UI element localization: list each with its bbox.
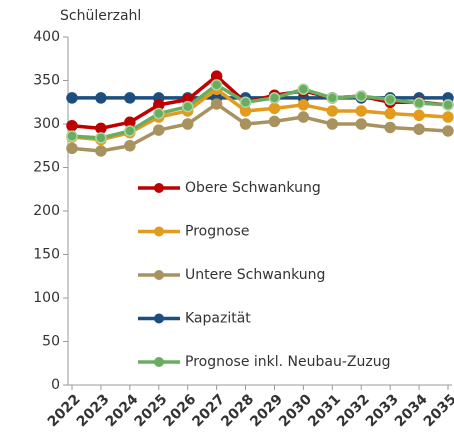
data-point (413, 97, 425, 109)
legend-label: Untere Schwankung (185, 267, 325, 283)
data-point (181, 100, 194, 113)
data-point (384, 107, 396, 120)
y-tick-label: 350 (33, 73, 60, 89)
data-point (153, 124, 165, 136)
legend-label: Obere Schwankung (185, 180, 321, 196)
y-tick-label: 50 (42, 334, 60, 350)
y-tick-label: 250 (33, 160, 60, 176)
data-point (268, 115, 281, 128)
data-point (268, 102, 281, 115)
y-axis-label: Schülerzahl (60, 8, 141, 24)
y-tick-label: 200 (33, 203, 60, 219)
data-point (95, 145, 107, 157)
data-point (124, 125, 136, 137)
data-point (326, 118, 339, 130)
data-point (124, 140, 136, 152)
data-point (66, 119, 78, 132)
y-tick-label: 100 (33, 290, 60, 306)
data-point (239, 118, 252, 130)
data-point (413, 109, 425, 122)
y-tick-label: 0 (51, 377, 60, 393)
data-point (413, 123, 425, 135)
data-point (66, 92, 78, 104)
data-point (181, 118, 194, 130)
legend-marker (154, 357, 164, 367)
y-tick-label: 300 (33, 116, 60, 132)
data-point (268, 92, 281, 104)
data-point (210, 79, 223, 91)
y-tick-label: 150 (33, 247, 60, 263)
legend-marker (154, 270, 164, 280)
x-tick-label: 2035 (421, 391, 454, 430)
data-point (355, 105, 367, 117)
legend-label: Prognose inkl. Neubau-Zuzug (185, 354, 390, 370)
legend-marker (154, 313, 164, 324)
data-point (95, 92, 107, 104)
legend-marker (154, 226, 164, 237)
legend-label: Prognose (185, 224, 249, 240)
data-point (384, 121, 396, 134)
y-tick-label: 400 (33, 29, 60, 45)
data-point (355, 90, 367, 102)
data-point (95, 122, 107, 135)
legend-label: Kapazität (185, 311, 251, 327)
data-point (442, 125, 454, 137)
data-point (297, 83, 310, 95)
legend-marker (154, 183, 164, 193)
data-point (442, 111, 454, 123)
data-point (153, 107, 165, 120)
data-point (326, 105, 339, 117)
data-point (66, 130, 78, 142)
data-point (384, 93, 396, 106)
data-point (355, 118, 367, 130)
data-point (297, 111, 310, 123)
data-point (95, 132, 107, 144)
data-point (326, 92, 339, 104)
data-point (124, 92, 136, 104)
data-point (239, 96, 252, 108)
data-point (297, 99, 310, 111)
data-point (66, 142, 78, 155)
data-point (210, 98, 223, 110)
data-point (442, 99, 454, 111)
